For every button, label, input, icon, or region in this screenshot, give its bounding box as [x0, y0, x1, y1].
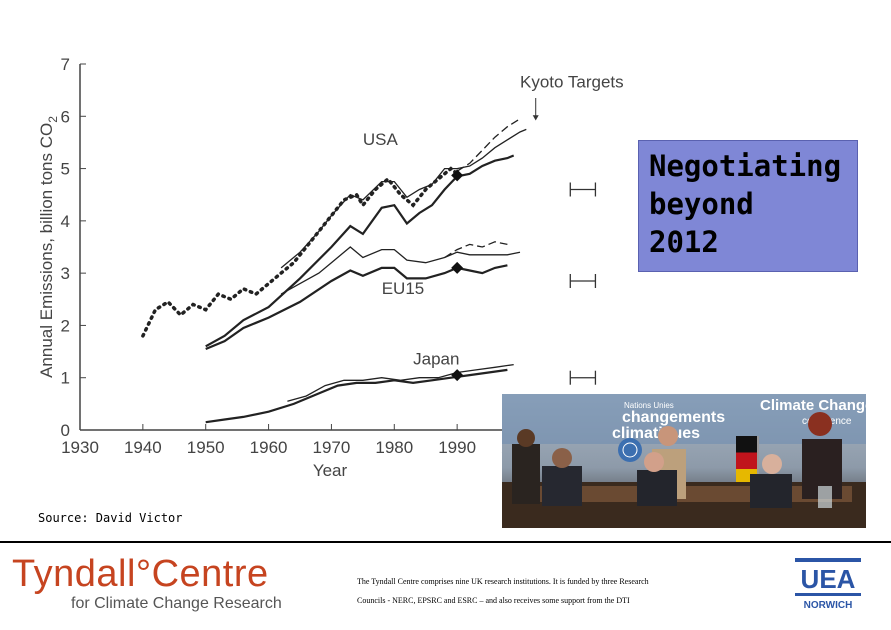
y-tick-label: 1: [61, 369, 70, 388]
x-axis-title: Year: [313, 461, 348, 480]
baseline-1990-marker-eu15: [451, 261, 464, 274]
photo-illustration: Nations Unies changements climatiques Cl…: [502, 394, 866, 528]
series-usa-dashed: [456, 118, 521, 172]
slide-title: Negotiating beyond 2012: [649, 149, 842, 259]
y-axis-title-subscript: 2: [46, 116, 60, 123]
series-usa-solid-lower: [205, 154, 515, 348]
x-tick-label: 1980: [375, 438, 413, 457]
annotation-kyoto-targets: Kyoto Targets: [520, 73, 624, 92]
signing-ceremony-photo: Nations Unies changements climatiques Cl…: [502, 394, 866, 528]
y-tick-label: 3: [61, 264, 70, 283]
kyoto-arrow-head: [532, 115, 539, 121]
source-caption: Source: David Victor: [38, 511, 183, 525]
x-tick-label: 1960: [250, 438, 288, 457]
tyndall-logo: Tyndall°Centre: [12, 553, 269, 595]
tyndall-logo-subtitle: for Climate Change Research: [71, 595, 282, 612]
series-japan-solid-upper: [287, 363, 514, 402]
series-eu15-solid-upper: [280, 246, 521, 295]
title-box: Negotiating beyond 2012: [638, 140, 858, 272]
banner-text-4: Climate Change: [760, 397, 866, 414]
annotation-japan: Japan: [413, 350, 459, 369]
y-tick-label: 0: [61, 421, 70, 440]
series-japan-solid-lower: [205, 368, 508, 424]
footer-divider: [0, 541, 891, 543]
y-axis-title: Annual Emissions, billion tons CO2: [37, 116, 60, 378]
x-tick-label: 1950: [187, 438, 225, 457]
banner-text-1: Nations Unies: [624, 401, 674, 410]
series-usa-solid-upper: [280, 128, 527, 269]
y-tick-label: 5: [61, 160, 70, 179]
baseline-1990-marker-japan: [451, 369, 464, 382]
y-tick-label: 7: [61, 55, 70, 74]
banner-text-3: climatiques: [612, 425, 700, 442]
annotation-usa: USA: [363, 130, 399, 149]
x-tick-label: 1990: [438, 438, 476, 457]
uea-logo: UEA NORWICH: [795, 558, 861, 611]
x-tick-label: 1940: [124, 438, 162, 457]
emissions-chart: 0123456719301940195019601970198019902000…: [30, 50, 630, 490]
x-tick-label: 1930: [61, 438, 99, 457]
footer-text: The Tyndall Centre comprises nine UK res…: [357, 572, 727, 610]
x-tick-label: 1970: [313, 438, 351, 457]
emissions-chart-svg: 0123456719301940195019601970198019902000…: [37, 55, 624, 480]
banner-text-2: changements: [622, 409, 725, 426]
footer-line-2: Councils - NERC, EPSRC and ESRC – and al…: [357, 596, 630, 605]
series-eu15-dashed: [444, 241, 508, 259]
y-tick-label: 4: [61, 212, 70, 231]
series-eu15-solid-lower: [205, 264, 508, 351]
y-tick-label: 2: [61, 316, 70, 335]
footer-line-1: The Tyndall Centre comprises nine UK res…: [357, 577, 649, 586]
series-usa-dotted: [141, 166, 459, 338]
uea-logo-bottom: NORWICH: [804, 600, 853, 611]
annotation-eu15: EU15: [382, 279, 425, 298]
baseline-1990-marker-usa: [451, 169, 464, 182]
y-tick-label: 6: [61, 107, 70, 126]
uea-logo-top: UEA: [801, 564, 856, 594]
